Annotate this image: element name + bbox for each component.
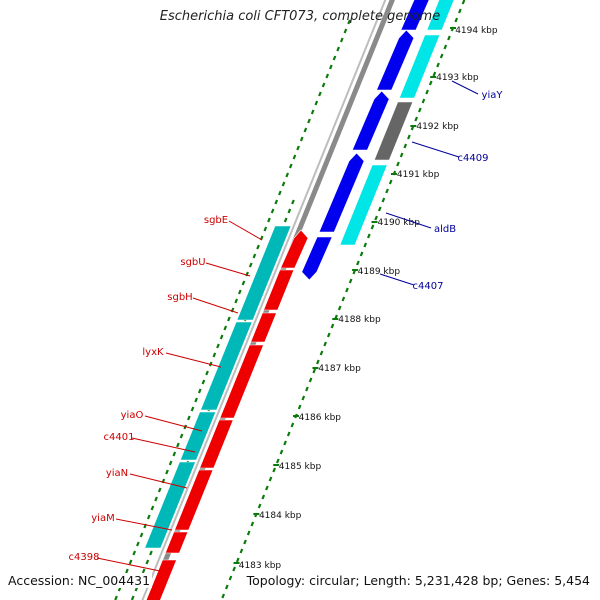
gene-leader-line [228,220,263,241]
genome-backbone-inner [141,0,387,600]
forward-gene-block [426,0,455,31]
forward-gene-block [351,90,390,151]
reverse-gene-block [164,531,189,554]
scale-tick-label: 4189 kbp [358,267,401,277]
gene-label-sgbE[interactable]: sgbE [204,215,228,226]
gene-leader-line [205,262,251,277]
gene-leader-line [129,473,188,489]
gene-leader-line [96,557,161,572]
reverse-gene-block [174,469,214,531]
forward-gene-block [339,164,388,246]
reverse-gene-block [199,419,234,469]
scale-tick-label: 4187 kbp [318,364,361,374]
gene-leader-line [192,297,239,314]
gene-label-lyxK[interactable]: lyxK [142,347,164,358]
forward-gene-block [400,0,430,31]
scale-dotted-line [221,0,466,599]
scale-tick-label: 4190 kbp [378,218,421,228]
scale-tick-label: 4183 kbp [239,561,282,571]
scale-tick-label: 4192 kbp [416,122,459,132]
gene-leader-line [411,141,460,158]
reverse-gene-block [263,269,295,311]
gene-label-c4409[interactable]: c4409 [458,153,489,164]
gene-leader-line [144,415,203,432]
gene-label-sgbU[interactable]: sgbU [180,257,205,268]
scale-tick-marks [233,27,456,564]
reverse-gene-block [145,559,177,600]
gene-label-c4401[interactable]: c4401 [104,432,135,443]
gene-leader-line [385,212,432,229]
scale-tick-label: 4184 kbp [259,511,302,521]
forward-gene-block [376,29,415,91]
gene-label-c4398[interactable]: c4398 [69,552,100,563]
accession-info: Accession: NC_004431 [6,573,153,588]
gene-leader-line [165,352,222,368]
scale-tick-label: 4194 kbp [455,26,498,36]
scale-tick-label: 4185 kbp [279,462,322,472]
forward-gene-block [398,34,441,99]
forward-gene-block [301,236,333,281]
gene-label-yiaM[interactable]: yiaM [91,513,114,524]
gene-label-aldB[interactable]: aldB [434,224,456,235]
gene-label-c4407[interactable]: c4407 [413,281,444,292]
gene-leader-line [451,80,479,95]
scale-tick-label: 4186 kbp [299,413,342,423]
reverse-gene-block [250,312,277,343]
gene-leader-line [379,273,415,286]
gene-label-yiaN[interactable]: yiaN [106,468,128,479]
reverse-gene-block [179,411,217,461]
forward-gene-block [318,152,365,233]
reverse-gene-block [144,461,196,549]
scale-tick-label: 4191 kbp [397,170,440,180]
reverse-gene-block [219,344,264,419]
reverse-gene-block [236,225,292,321]
topology-info: Topology: circular; Length: 5,231,428 bp… [244,573,592,588]
forward-strand-dotted-line [114,19,351,600]
reverse-gene-block [200,321,253,411]
scale-tick-label: 4193 kbp [436,73,479,83]
gene-leader-line [131,437,196,453]
scale-tick-label: 4188 kbp [338,315,381,325]
reverse-gene-block [280,229,309,269]
gene-label-yiaO[interactable]: yiaO [121,410,144,421]
gene-leader-line [115,518,173,531]
gene-label-sgbH[interactable]: sgbH [167,292,192,303]
forward-gene-block [373,101,414,161]
genome-title: Escherichia coli CFT073, complete genome [159,9,441,24]
gene-label-yiaY[interactable]: yiaY [482,90,504,101]
